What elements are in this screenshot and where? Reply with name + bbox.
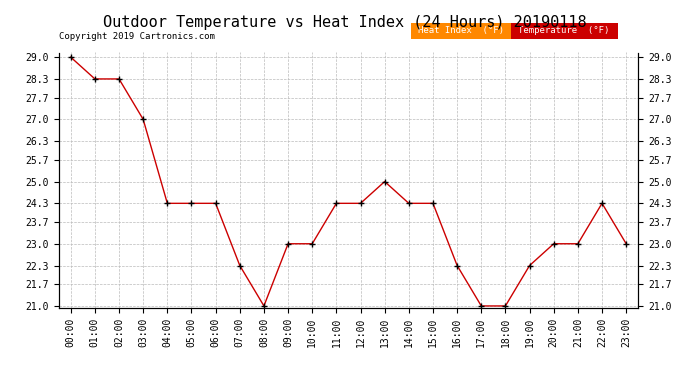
Text: Outdoor Temperature vs Heat Index (24 Hours) 20190118: Outdoor Temperature vs Heat Index (24 Ho… <box>104 15 586 30</box>
Text: Heat Index  (°F): Heat Index (°F) <box>417 26 504 36</box>
Text: Copyright 2019 Cartronics.com: Copyright 2019 Cartronics.com <box>59 32 215 41</box>
Text: Temperature  (°F): Temperature (°F) <box>518 26 610 36</box>
